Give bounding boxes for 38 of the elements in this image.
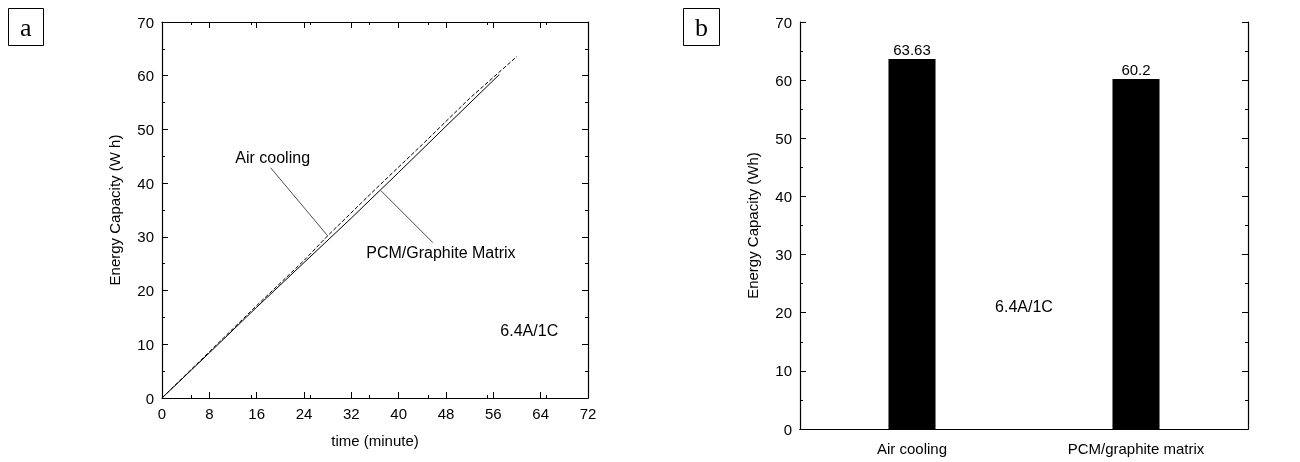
y-tick-label: 0 (145, 389, 154, 407)
y-tick-label: 30 (775, 246, 792, 264)
x-axis-title: time (minute) (331, 432, 419, 449)
x-tick-label: 72 (579, 405, 597, 422)
chart-title: b (695, 12, 708, 42)
x-tick-label: 0 (157, 405, 167, 422)
y-tick-label: 70 (137, 13, 154, 31)
x-tick-label: PCM/graphite matrix (1067, 440, 1205, 457)
x-tick-label: 16 (248, 405, 266, 422)
y-tick-label: 70 (775, 13, 792, 31)
x-tick-label: 56 (484, 405, 502, 422)
y-axis-title: Energy Capacity (Wh) (744, 152, 761, 299)
y-tick-label: 10 (775, 362, 792, 380)
x-tick-label: 48 (437, 405, 455, 422)
annotation: PCM/Graphite Matrix (366, 244, 516, 262)
y-tick-label: 50 (775, 129, 792, 147)
data-label: 63.63 (893, 41, 931, 59)
x-tick-label: 40 (390, 405, 408, 422)
x-tick-label: 32 (342, 405, 360, 422)
y-tick-label: 0 (783, 420, 792, 438)
y-tick-label: 50 (137, 120, 154, 138)
x-tick-label: 24 (295, 405, 313, 422)
y-tick-label: 60 (775, 71, 792, 89)
y-axis-title: Energy Capacity (W h) (106, 134, 123, 286)
y-tick-label: 30 (137, 228, 154, 246)
y-tick-label: 40 (137, 174, 154, 192)
annotation: 6.4A/1C (500, 321, 559, 339)
chart-title: a (20, 12, 32, 42)
y-tick-label: 10 (137, 335, 154, 353)
x-tick-label: 64 (532, 405, 550, 422)
annotation: 6.4A/1C (995, 298, 1053, 316)
data-label: 60.2 (1121, 60, 1151, 78)
y-tick-label: 20 (137, 282, 154, 300)
y-tick-label: 40 (775, 187, 792, 205)
y-tick-label: 60 (137, 67, 154, 85)
y-tick-label: 20 (775, 304, 792, 322)
x-tick-label: 8 (205, 405, 214, 422)
annotation: Air cooling (235, 149, 311, 167)
